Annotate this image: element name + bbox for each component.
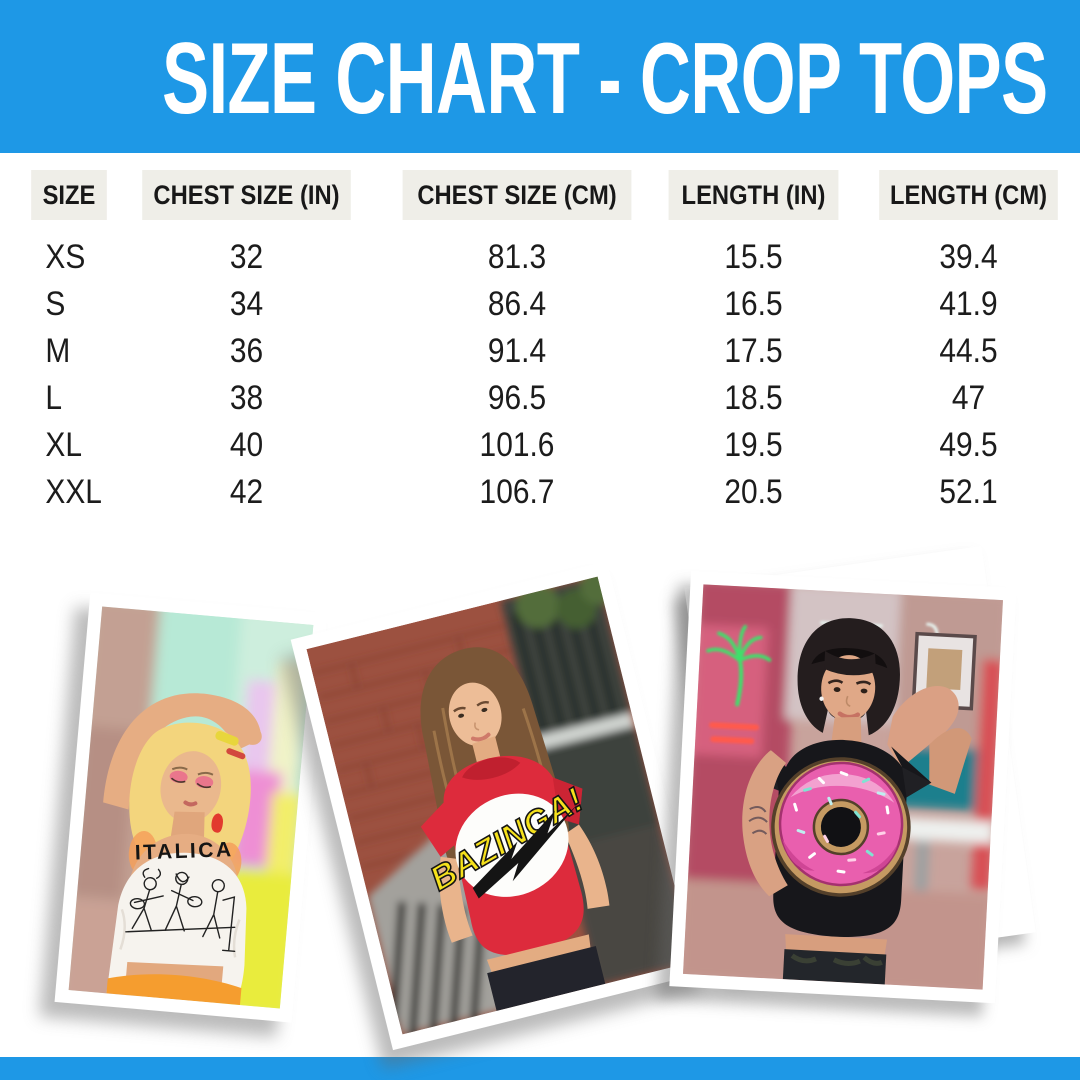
cell-chest-cm: 106.7 (479, 473, 555, 511)
cell-chest-in: 36 (229, 332, 264, 370)
cell-chest-in: 34 (229, 285, 264, 323)
cell-size: XS (45, 238, 86, 276)
cell-chest-cm: 81.3 (487, 238, 547, 276)
table-row-xl: XL 40 101.6 19.5 49.5 (0, 422, 1080, 469)
page-title: SIZE CHART - CROP TOPS (162, 23, 1048, 135)
cell-chest-in: 38 (229, 379, 264, 417)
cell-length-cm: 44.5 (939, 332, 998, 370)
cell-chest-in: 42 (229, 473, 264, 511)
table-row-s: S 34 86.4 16.5 41.9 (0, 281, 1080, 328)
donut-graphic (771, 757, 911, 897)
cell-length-cm: 41.9 (939, 285, 998, 323)
table-row-l: L 38 96.5 18.5 47 (0, 375, 1080, 422)
column-header-chest-cm: CHEST SIZE (CM) (402, 170, 632, 220)
cell-chest-in: 40 (229, 426, 264, 464)
photo-bazinga-illustration: BAZINGA! (306, 576, 694, 1035)
cell-length-cm: 52.1 (939, 473, 998, 511)
cell-length-in: 16.5 (724, 285, 783, 323)
cell-size: L (45, 379, 63, 417)
table-row-xs: XS 32 81.3 15.5 39.4 (0, 234, 1080, 281)
cell-length-in: 15.5 (724, 238, 783, 276)
column-header-size: SIZE (31, 170, 107, 220)
cell-length-in: 20.5 (724, 473, 783, 511)
cell-length-cm: 39.4 (939, 238, 998, 276)
cell-size: S (45, 285, 66, 323)
footer-bar (0, 1057, 1080, 1080)
photo-donut-illustration (683, 584, 1003, 990)
cell-length-in: 18.5 (724, 379, 783, 417)
column-header-length-cm: LENGTH (CM) (879, 170, 1058, 220)
photo-card-bazinga: BAZINGA! (290, 560, 710, 1051)
column-header-chest-in: CHEST SIZE (IN) (142, 170, 351, 220)
cell-size: XXL (45, 473, 102, 511)
photo-card-donut (669, 570, 1017, 1004)
cell-length-cm: 47 (951, 379, 986, 417)
cell-chest-cm: 91.4 (487, 332, 547, 370)
size-table: SIZE CHEST SIZE (IN) CHEST SIZE (CM) LEN… (0, 170, 1080, 516)
cell-length-cm: 49.5 (939, 426, 998, 464)
column-header-length-in: LENGTH (IN) (668, 170, 839, 220)
photo-italica-illustration: ITALICA (68, 606, 314, 1009)
table-row-xxl: XXL 42 106.7 20.5 52.1 (0, 469, 1080, 516)
cell-chest-cm: 101.6 (479, 426, 555, 464)
header-banner: SIZE CHART - CROP TOPS (0, 0, 1080, 153)
cell-chest-cm: 86.4 (487, 285, 547, 323)
cell-chest-in: 32 (229, 238, 264, 276)
cell-length-in: 17.5 (724, 332, 783, 370)
cell-size: XL (45, 426, 82, 464)
cell-size: M (45, 332, 71, 370)
photo-card-italica: ITALICA (54, 592, 328, 1023)
cell-length-in: 19.5 (724, 426, 783, 464)
shirt-text-italica: ITALICA (134, 838, 234, 864)
table-row-m: M 36 91.4 17.5 44.5 (0, 328, 1080, 375)
cell-chest-cm: 96.5 (487, 379, 547, 417)
band-line-art (125, 867, 236, 953)
